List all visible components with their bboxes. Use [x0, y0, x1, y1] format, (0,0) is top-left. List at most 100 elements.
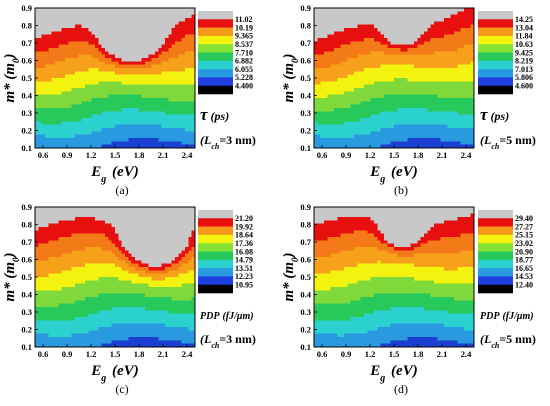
- heatmap-cell: [421, 28, 425, 32]
- heatmap-cell: [427, 11, 431, 15]
- heatmap-cell: [62, 58, 66, 62]
- heatmap-cell: [115, 244, 119, 248]
- heatmap-cell: [357, 131, 361, 135]
- heatmap-cell: [152, 65, 156, 69]
- heatmap-cell: [95, 58, 99, 62]
- heatmap-cell: [85, 240, 89, 244]
- heatmap-cell: [38, 81, 42, 85]
- heatmap-cell: [65, 244, 69, 248]
- heatmap-cell: [105, 125, 109, 129]
- heatmap-cell: [451, 95, 455, 99]
- heatmap-cell: [128, 237, 132, 241]
- heatmap-cell: [138, 55, 142, 59]
- heatmap-cell: [447, 111, 451, 115]
- heatmap-cell: [62, 138, 66, 142]
- heatmap-cell: [78, 230, 82, 234]
- heatmap-cell: [65, 135, 69, 139]
- heatmap-cell: [122, 234, 126, 238]
- heatmap-cell: [188, 125, 192, 129]
- heatmap-cell: [72, 61, 76, 65]
- heatmap-cell: [188, 234, 192, 238]
- heatmap-cell: [457, 131, 461, 135]
- heatmap-cell: [128, 121, 132, 125]
- heatmap-cell: [138, 21, 142, 25]
- heatmap-cell: [108, 217, 112, 221]
- heatmap-cell: [132, 135, 136, 139]
- heatmap-cell: [102, 68, 106, 72]
- heatmap-cell: [314, 38, 318, 42]
- heatmap-cell: [327, 78, 331, 82]
- heatmap-cell: [85, 61, 89, 65]
- heatmap-cell: [88, 217, 92, 221]
- heatmap-cell: [394, 21, 398, 25]
- heatmap-cell: [158, 31, 162, 35]
- heatmap-cell: [108, 125, 112, 129]
- heatmap-cell: [327, 75, 331, 79]
- heatmap-cell: [118, 98, 122, 102]
- heatmap-cell: [138, 91, 142, 95]
- heatmap-cell: [115, 105, 119, 109]
- heatmap-cell: [148, 121, 152, 125]
- heatmap-cell: [424, 31, 428, 35]
- heatmap-cell: [384, 105, 388, 109]
- heatmap-cell: [152, 240, 156, 244]
- heatmap-cell: [88, 11, 92, 15]
- heatmap-cell: [444, 105, 448, 109]
- heatmap-cell: [424, 131, 428, 135]
- heatmap-cell: [118, 240, 122, 244]
- heatmap-cell: [45, 220, 49, 224]
- heatmap-cell: [98, 254, 102, 258]
- heatmap-cell: [95, 15, 99, 19]
- heatmap-cell: [334, 8, 338, 12]
- heatmap-cell: [55, 58, 59, 62]
- heatmap-cell: [461, 118, 465, 122]
- heatmap-cell: [128, 244, 132, 248]
- heatmap-cell: [48, 51, 52, 55]
- heatmap-cell: [447, 55, 451, 59]
- heatmap-cell: [317, 65, 321, 69]
- heatmap-cell: [447, 48, 451, 52]
- heatmap-cell: [132, 85, 136, 89]
- heatmap-cell: [138, 234, 142, 238]
- heatmap-cell: [85, 45, 89, 49]
- heatmap-cell: [437, 125, 441, 129]
- heatmap-cell: [52, 237, 56, 241]
- heatmap-cell: [45, 141, 49, 145]
- heatmap-cell: [341, 58, 345, 62]
- heatmap-cell: [35, 28, 39, 32]
- heatmap-cell: [185, 250, 189, 254]
- heatmap-cell: [82, 68, 86, 72]
- heatmap-cell: [414, 58, 418, 62]
- heatmap-cell: [68, 244, 72, 248]
- heatmap-cell: [467, 48, 471, 52]
- heatmap-cell: [447, 45, 451, 49]
- heatmap-cell: [122, 95, 126, 99]
- heatmap-cell: [145, 31, 149, 35]
- heatmap-cell: [118, 45, 122, 49]
- heatmap-cell: [331, 111, 335, 115]
- heatmap-cell: [334, 101, 338, 105]
- heatmap-cell: [417, 105, 421, 109]
- heatmap-cell: [58, 224, 62, 228]
- heatmap-cell: [444, 28, 448, 32]
- heatmap-cell: [42, 38, 46, 42]
- heatmap-cell: [441, 81, 445, 85]
- heatmap-cell: [45, 240, 49, 244]
- heatmap-cell: [128, 220, 132, 224]
- heatmap-cell: [105, 264, 109, 268]
- heatmap-cell: [85, 207, 89, 211]
- heatmap-cell: [168, 88, 172, 92]
- heatmap-cell: [185, 234, 189, 238]
- heatmap-cell: [38, 224, 42, 228]
- heatmap-cell: [88, 85, 92, 89]
- heatmap-cell: [68, 21, 72, 25]
- heatmap-cell: [344, 35, 348, 39]
- heatmap-cell: [331, 81, 335, 85]
- heatmap-cell: [414, 121, 418, 125]
- heatmap-cell: [175, 25, 179, 29]
- heatmap-cell: [98, 234, 102, 238]
- heatmap-cell: [467, 131, 471, 135]
- heatmap-cell: [158, 8, 162, 12]
- heatmap-cell: [135, 227, 139, 231]
- heatmap-cell: [108, 250, 112, 254]
